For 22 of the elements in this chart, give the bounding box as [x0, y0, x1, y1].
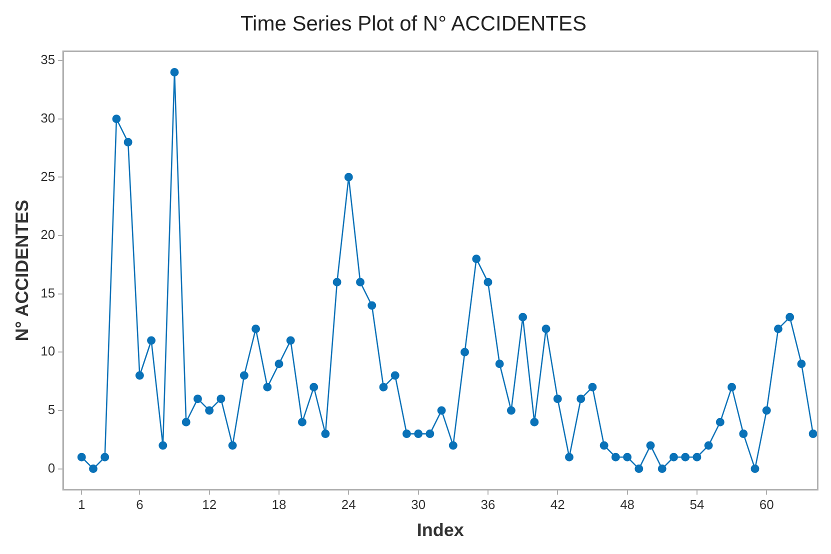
- x-tick-label: 30: [411, 497, 426, 512]
- y-tick-label: 10: [40, 344, 56, 359]
- x-tick-label: 6: [136, 497, 144, 512]
- y-tick-label: 0: [48, 460, 56, 476]
- y-tick-label: 15: [40, 285, 56, 300]
- y-tick-label: 20: [40, 227, 56, 242]
- x-tick-label: 1: [78, 497, 86, 512]
- y-tick-label: 5: [48, 402, 56, 418]
- x-tick-label: 18: [272, 497, 286, 512]
- y-axis-title: N° ACCIDENTES: [12, 200, 32, 342]
- y-tick-label: 25: [40, 168, 56, 184]
- x-tick-label: 24: [341, 497, 356, 512]
- chart-title: Time Series Plot of N° ACCIDENTES: [240, 12, 587, 36]
- x-axis-title: Index: [416, 520, 464, 540]
- y-tick-label: 30: [40, 110, 56, 126]
- x-tick-label: 42: [550, 497, 565, 512]
- x-tick-label: 60: [759, 497, 774, 512]
- x-tick-label: 54: [690, 497, 704, 512]
- x-tick-label: 48: [620, 497, 635, 512]
- x-tick-label: 12: [202, 497, 217, 512]
- x-tick-label: 36: [480, 497, 496, 512]
- y-tick-label: 35: [40, 52, 56, 68]
